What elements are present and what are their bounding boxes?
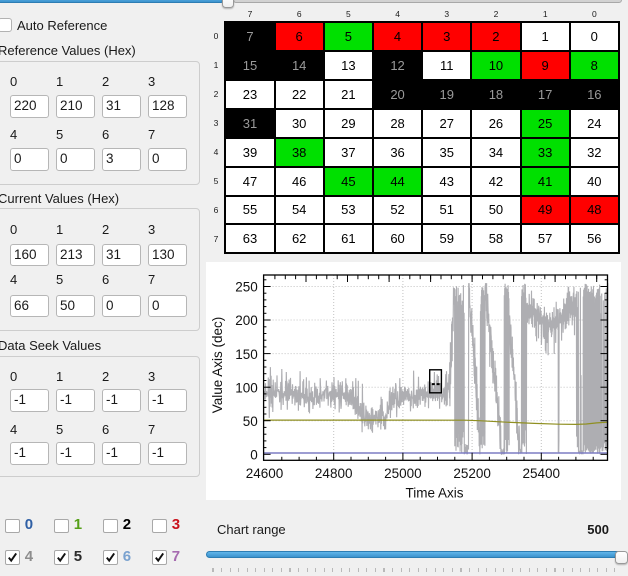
svg-text:200: 200: [235, 313, 258, 328]
svg-text:150: 150: [235, 346, 258, 361]
svg-text:24600: 24600: [246, 466, 284, 481]
svg-text:100: 100: [235, 380, 258, 395]
svg-text:Value Axis (dec): Value Axis (dec): [210, 316, 225, 413]
svg-text:24800: 24800: [315, 466, 353, 481]
svg-text:0: 0: [250, 447, 258, 462]
svg-text:Time Axis: Time Axis: [405, 485, 463, 500]
svg-text:25400: 25400: [523, 466, 561, 481]
svg-text:25000: 25000: [384, 466, 422, 481]
svg-text:50: 50: [243, 413, 258, 428]
svg-text:250: 250: [235, 279, 258, 294]
svg-text:25200: 25200: [453, 466, 491, 481]
